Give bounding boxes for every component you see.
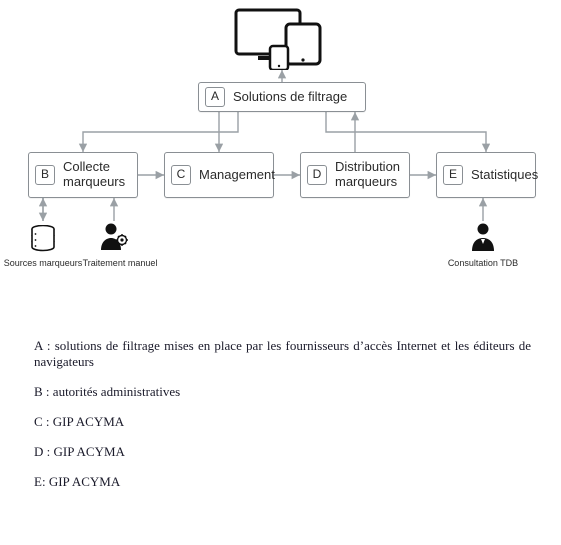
node-c-label: Management	[199, 168, 275, 183]
legend-key: E	[34, 474, 42, 489]
node-a-badge: A	[205, 87, 225, 107]
node-b-collecte-marqueurs: B Collecte marqueurs	[28, 152, 138, 198]
node-d-distribution-marqueurs: D Distribution marqueurs	[300, 152, 410, 198]
diagram-canvas: A Solutions de filtrage B Collecte marqu…	[0, 0, 561, 310]
legend-text: GIP ACYMA	[49, 474, 120, 489]
legend-item-b: B : autorités administratives	[34, 384, 531, 400]
legend-key: C	[34, 414, 43, 429]
node-c-management: C Management	[164, 152, 274, 198]
node-e-statistiques: E Statistiques	[436, 152, 536, 198]
legend-item-d: D : GIP ACYMA	[34, 444, 531, 460]
node-d-label: Distribution marqueurs	[335, 160, 400, 190]
legend-text: GIP ACYMA	[54, 444, 125, 459]
database-caption: Sources marqueurs	[0, 258, 86, 268]
node-c-badge: C	[171, 165, 191, 185]
devices-icon	[230, 8, 332, 70]
person-icon	[470, 222, 496, 252]
person-cog-icon	[100, 222, 128, 252]
node-b-badge: B	[35, 165, 55, 185]
legend: A : solutions de filtrage mises en place…	[0, 310, 561, 512]
legend-item-e: E: GIP ACYMA	[34, 474, 531, 490]
database-icon	[30, 225, 56, 253]
legend-key: B	[34, 384, 43, 399]
legend-text: autorités administratives	[53, 384, 180, 399]
legend-text: solutions de filtrage mises en place par…	[34, 338, 531, 369]
legend-text: GIP ACYMA	[53, 414, 124, 429]
node-a-label: Solutions de filtrage	[233, 90, 347, 105]
person-caption: Consultation TDB	[440, 258, 526, 268]
legend-key: D	[34, 444, 43, 459]
legend-item-c: C : GIP ACYMA	[34, 414, 531, 430]
person-cog-caption: Traitement manuel	[80, 258, 160, 268]
node-d-badge: D	[307, 165, 327, 185]
legend-item-a: A : solutions de filtrage mises en place…	[34, 338, 531, 370]
node-e-badge: E	[443, 165, 463, 185]
legend-key: A	[34, 338, 43, 353]
node-a-solutions-filtrage: A Solutions de filtrage	[198, 82, 366, 112]
node-e-label: Statistiques	[471, 168, 538, 183]
node-b-label: Collecte marqueurs	[63, 160, 125, 190]
